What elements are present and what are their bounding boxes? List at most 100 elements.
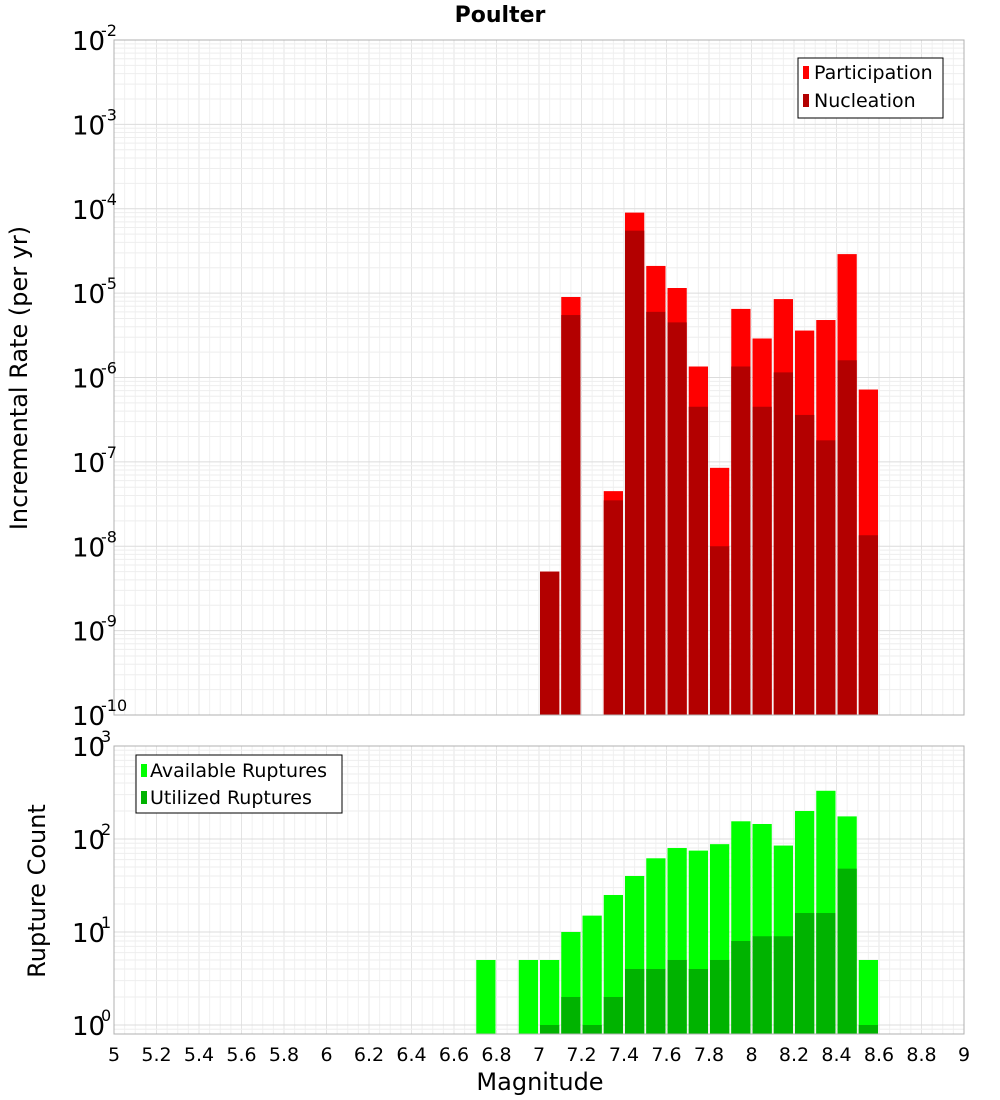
legend-swatch-available — [141, 764, 147, 777]
top-ytick-label: 10-4 — [72, 190, 117, 226]
top-ytick-exponent: -2 — [101, 21, 117, 40]
top-bar-nucleation — [837, 360, 857, 715]
bottom-legend: Available Ruptures Utilized Ruptures — [135, 754, 343, 814]
top-ytick-exponent: -5 — [101, 274, 117, 293]
bottom-ytick-base: 10 — [72, 1012, 105, 1042]
bottom-bar-available-ruptures — [582, 915, 602, 1034]
top-ytick-base: 10 — [72, 27, 105, 57]
legend-swatch-participation — [803, 66, 809, 79]
bottom-ytick-exponent: 1 — [101, 913, 111, 932]
bottom-legend-box — [135, 754, 343, 814]
bottom-y-axis-label: Rupture Count — [23, 804, 51, 978]
bottom-ytick-label: 100 — [72, 1006, 111, 1042]
bottom-ytick-label: 102 — [72, 820, 111, 856]
bottom-plot-border — [113, 745, 965, 1035]
bottom-bar-utilized-ruptures — [582, 1024, 602, 1034]
bottom-bar-utilized-ruptures — [752, 936, 772, 1034]
top-bar-nucleation — [795, 414, 815, 715]
legend-label-participation: Participation — [814, 62, 933, 84]
bottom-bar-utilized-ruptures — [540, 1024, 560, 1034]
x-tick-label: 9 — [958, 1044, 970, 1066]
x-tick-label: 6 — [320, 1044, 332, 1066]
x-tick-label: 6.2 — [354, 1044, 384, 1066]
top-ytick-base: 10 — [72, 365, 105, 395]
bottom-bar-utilized-ruptures — [837, 868, 857, 1034]
bottom-bars — [476, 790, 878, 1034]
top-bar-nucleation — [688, 406, 708, 715]
top-y-axis-label: Incremental Rate (per yr) — [5, 226, 33, 530]
bottom-bar-available-ruptures — [476, 959, 496, 1034]
legend-swatch-nucleation — [803, 94, 809, 107]
legend-swatch-utilized — [141, 791, 147, 804]
x-tick-label: 5.6 — [226, 1044, 256, 1066]
bottom-bar-utilized-ruptures — [858, 1024, 878, 1034]
x-tick-label: 5.4 — [184, 1044, 214, 1066]
x-tick-label: 6.8 — [481, 1044, 511, 1066]
x-tick-label: 6.6 — [439, 1044, 469, 1066]
x-tick-label: 6.4 — [396, 1044, 426, 1066]
x-tick-label: 7.2 — [566, 1044, 596, 1066]
legend-label-utilized: Utilized Ruptures — [150, 787, 312, 809]
top-ytick-exponent: -10 — [101, 696, 127, 715]
top-ytick-label: 10-7 — [72, 443, 117, 479]
x-axis-label: Magnitude — [476, 1068, 603, 1096]
bottom-bar-utilized-ruptures — [710, 959, 730, 1034]
x-tick-label: 8.2 — [779, 1044, 809, 1066]
bottom-ytick-base: 10 — [72, 919, 105, 949]
bottom-ytick-exponent: 3 — [101, 727, 111, 746]
top-ytick-exponent: -9 — [101, 612, 117, 631]
x-tick-label: 5 — [108, 1044, 120, 1066]
x-tick-label: 8.4 — [821, 1044, 851, 1066]
top-ytick-base: 10 — [72, 702, 105, 732]
x-tick-label: 8 — [745, 1044, 757, 1066]
top-ytick-base: 10 — [72, 280, 105, 310]
top-bar-nucleation — [603, 500, 623, 715]
top-ytick-label: 10-9 — [72, 612, 117, 648]
top-bar-nucleation — [667, 322, 687, 715]
x-tick-label: 8.8 — [906, 1044, 936, 1066]
top-plot-border — [113, 39, 965, 716]
bottom-x-ticks: 5 5.2 5.4 5.6 5.8 6 6.2 6.4 6.6 6.8 7 7.2 7.4 7.6 7.8 8… — [108, 1044, 970, 1066]
x-tick-label: 5.8 — [269, 1044, 299, 1066]
top-bar-nucleation — [752, 406, 772, 715]
top-bar-nucleation — [816, 440, 836, 715]
top-bar-nucleation — [540, 571, 560, 715]
top-bar-nucleation — [710, 546, 730, 715]
bottom-bar-utilized-ruptures — [795, 913, 815, 1034]
bottom-bar-available-ruptures — [518, 959, 538, 1034]
bottom-ytick-base: 10 — [72, 826, 105, 856]
bottom-bar-available-ruptures — [858, 959, 878, 1034]
top-ytick-exponent: -4 — [101, 190, 117, 209]
bottom-ytick-exponent: 0 — [101, 1006, 111, 1025]
x-tick-label: 7 — [533, 1044, 545, 1066]
top-ytick-exponent: -8 — [101, 527, 117, 546]
legend-label-nucleation: Nucleation — [814, 90, 916, 112]
top-ytick-exponent: -3 — [101, 105, 117, 124]
bottom-bar-utilized-ruptures — [646, 968, 666, 1034]
x-tick-label: 7.4 — [609, 1044, 639, 1066]
top-ytick-label: 10-8 — [72, 527, 117, 563]
top-ytick-base: 10 — [72, 449, 105, 479]
legend-label-available: Available Ruptures — [150, 760, 327, 782]
bottom-bar-utilized-ruptures — [603, 996, 623, 1034]
bottom-ytick-label: 103 — [72, 727, 111, 763]
top-legend-box — [797, 57, 944, 119]
bottom-bar-utilized-ruptures — [731, 941, 751, 1034]
x-tick-label: 7.8 — [694, 1044, 724, 1066]
top-ytick-exponent: -7 — [101, 443, 117, 462]
bottom-ytick-label: 101 — [72, 913, 111, 949]
bottom-bar-utilized-ruptures — [625, 968, 645, 1034]
top-bar-nucleation — [858, 535, 878, 715]
bottom-bar-utilized-ruptures — [667, 959, 687, 1034]
top-ytick-label: 10-10 — [72, 696, 127, 732]
bottom-ytick-base: 10 — [72, 733, 105, 763]
top-ytick-label: 10-2 — [72, 21, 117, 57]
top-bar-nucleation — [773, 372, 793, 715]
top-legend: Participation Nucleation — [797, 57, 944, 119]
top-bar-nucleation — [561, 315, 581, 715]
